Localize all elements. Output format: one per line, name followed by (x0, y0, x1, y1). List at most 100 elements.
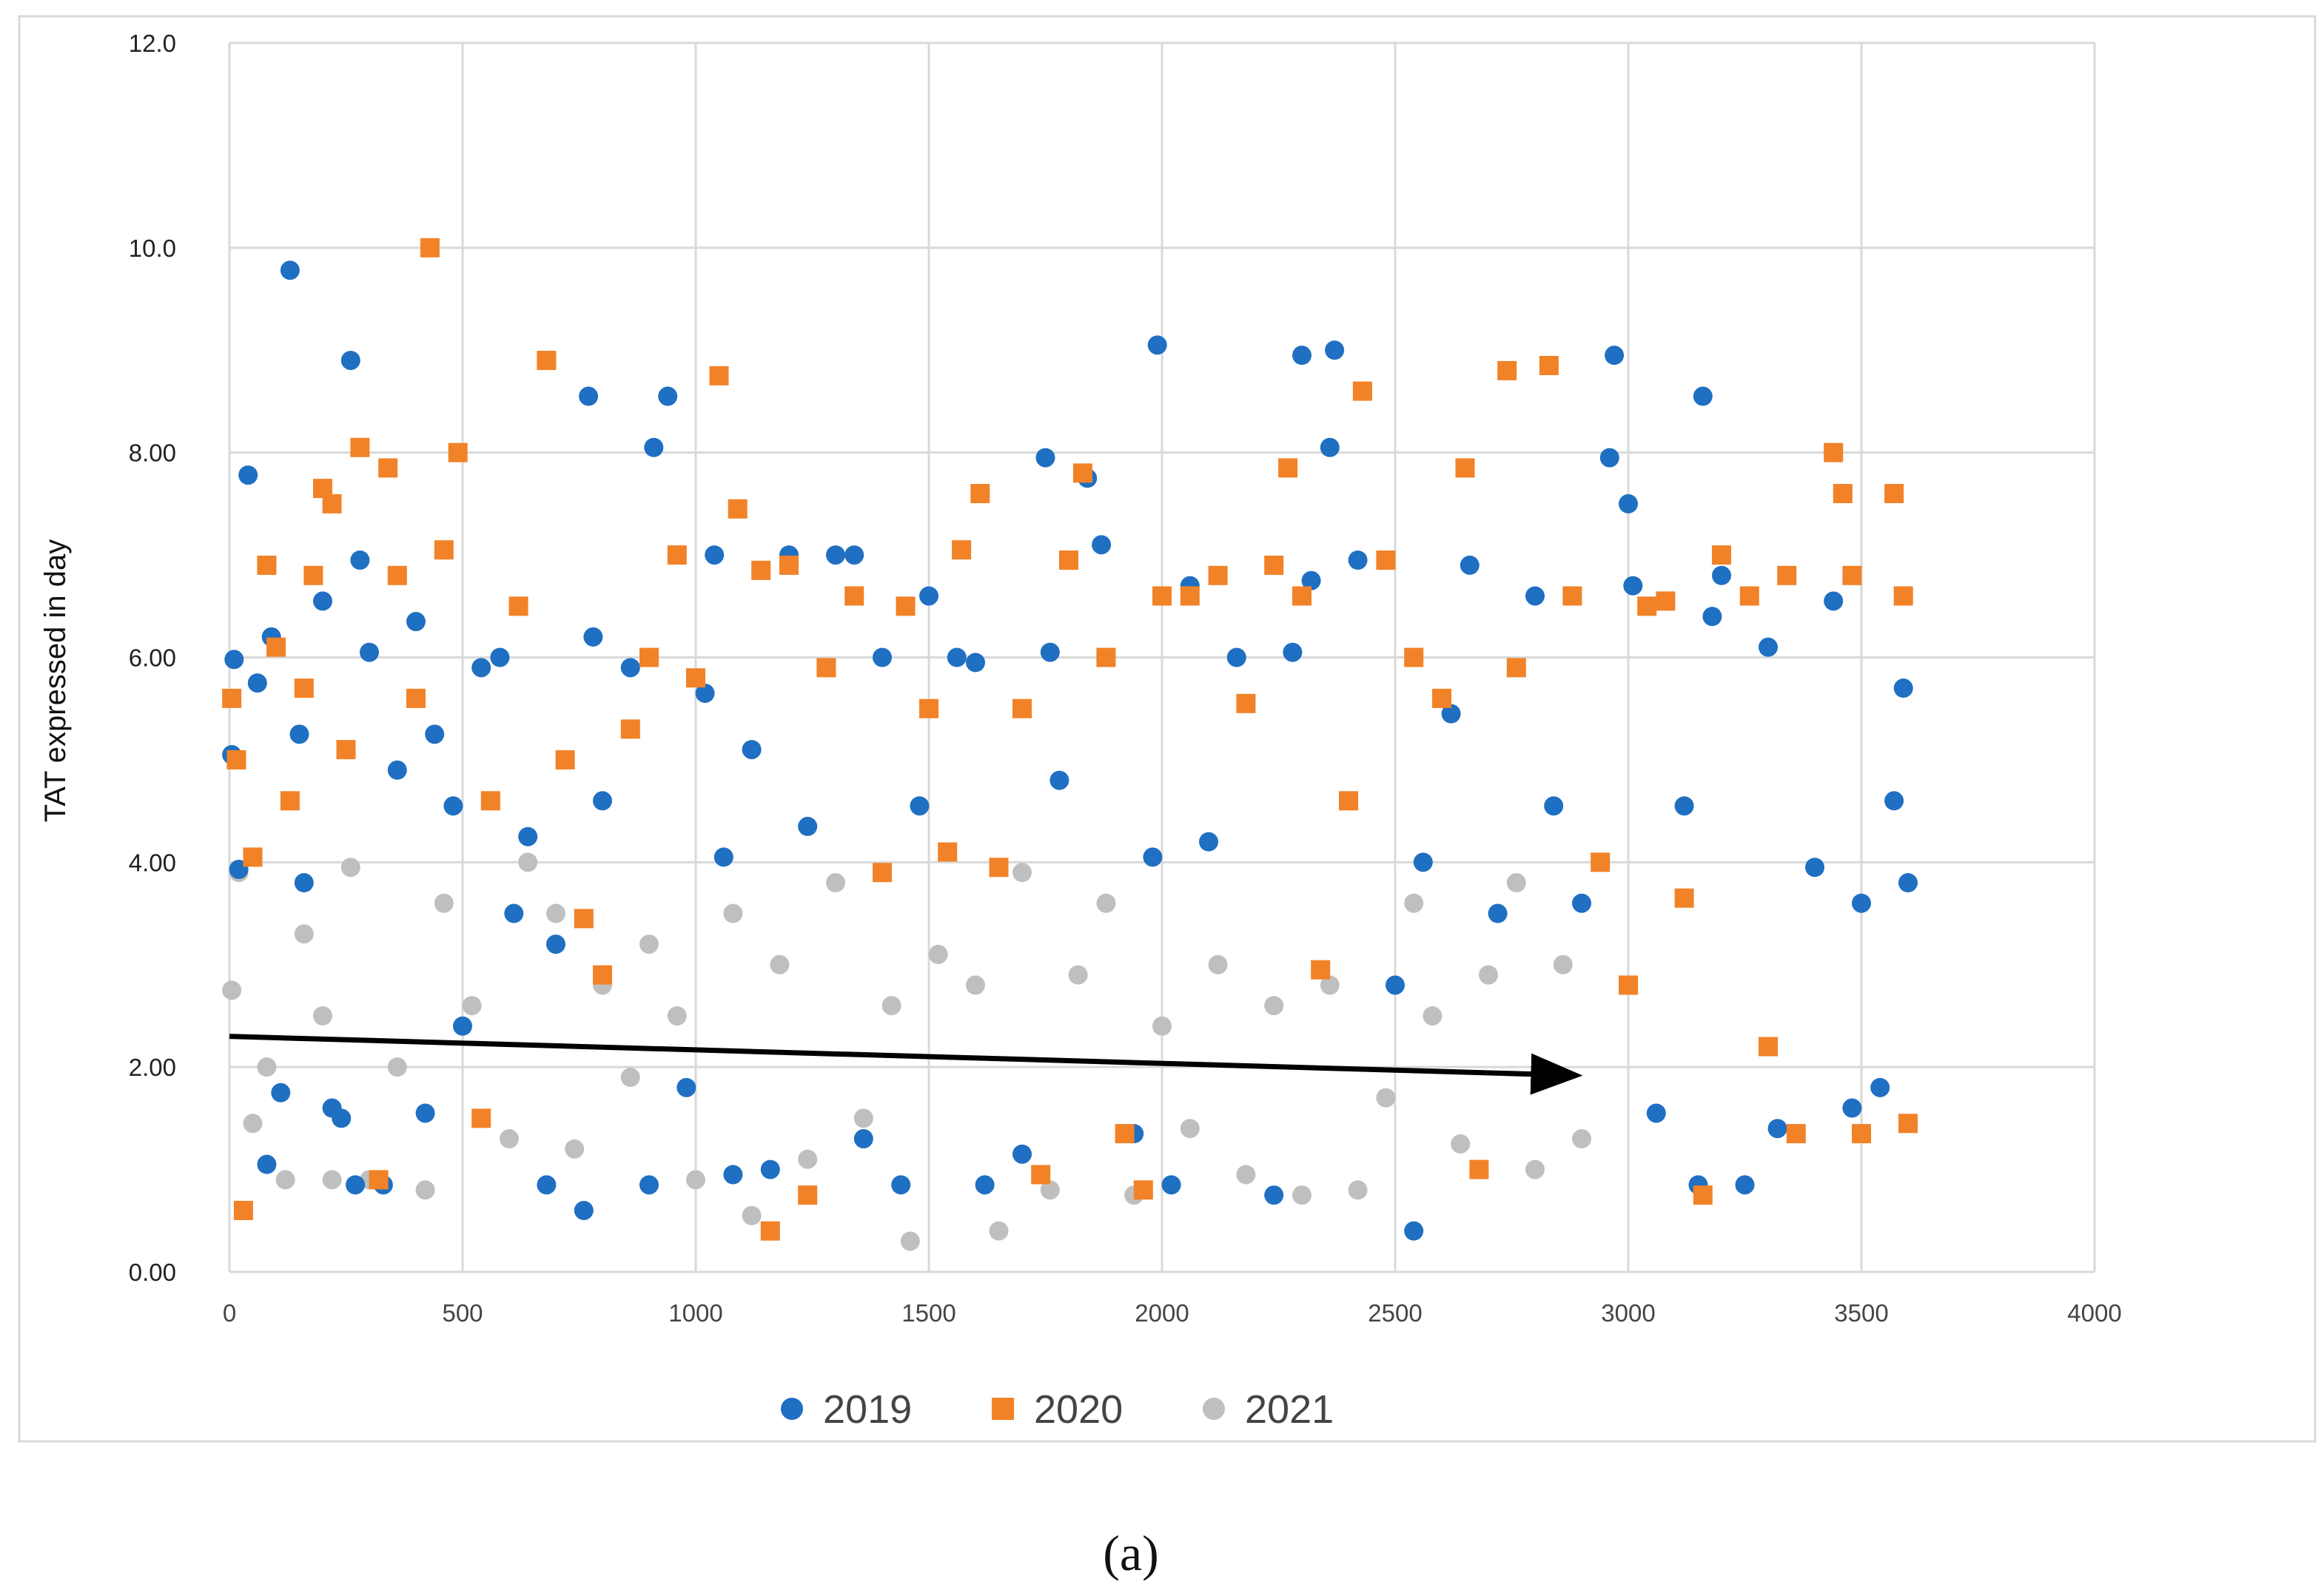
data-point (313, 1006, 332, 1026)
data-point (336, 740, 356, 760)
data-point (1068, 965, 1088, 985)
data-point (289, 724, 309, 744)
data-point (816, 658, 836, 678)
data-point (471, 1108, 491, 1128)
data-point (798, 1185, 818, 1205)
data-point (1423, 1006, 1443, 1026)
data-point (1236, 693, 1256, 713)
data-point (360, 642, 379, 662)
data-point (322, 494, 342, 514)
data-point (243, 847, 263, 867)
data-point (686, 668, 705, 688)
data-point (1404, 1221, 1424, 1241)
data-point (340, 858, 360, 878)
data-point (1348, 1180, 1368, 1200)
data-point (574, 909, 594, 929)
data-point (844, 545, 864, 565)
data-point (1292, 346, 1312, 366)
data-point (723, 1165, 743, 1185)
legend-swatch (992, 1398, 1014, 1420)
data-point (1824, 591, 1844, 611)
data-point (1833, 484, 1853, 504)
data-point (798, 816, 818, 836)
y-tick-label: 12.0 (129, 30, 176, 57)
data-point (1712, 565, 1731, 585)
data-point (686, 1170, 705, 1190)
data-point (1143, 847, 1163, 867)
data-point (480, 791, 500, 811)
data-point (1460, 555, 1480, 575)
data-point (938, 842, 958, 862)
data-point (1562, 586, 1582, 606)
data-point (546, 935, 565, 954)
data-point (233, 1200, 253, 1220)
data-point (471, 658, 491, 678)
data-point (1264, 555, 1284, 575)
data-point (844, 586, 864, 606)
data-point (947, 647, 967, 667)
data-point (1525, 586, 1545, 606)
data-point (1413, 852, 1433, 872)
data-point (620, 1068, 640, 1088)
legend-label: 2020 (1034, 1387, 1123, 1432)
data-point (420, 238, 440, 257)
data-point (1096, 893, 1116, 913)
data-point (1386, 975, 1405, 995)
x-tick-label: 3000 (1601, 1299, 1655, 1327)
legend-label: 2021 (1245, 1387, 1334, 1432)
data-point (1012, 698, 1032, 718)
data-point (1199, 832, 1218, 852)
data-point (1236, 1165, 1256, 1185)
trend-annotation (229, 1034, 1583, 1095)
data-point (1376, 1088, 1396, 1108)
data-point (1320, 975, 1340, 995)
legend-item-2019: 2019 (781, 1387, 912, 1432)
data-point (1404, 647, 1424, 667)
data-point (1693, 1185, 1713, 1205)
data-point (970, 484, 990, 504)
data-point (896, 596, 916, 616)
data-point (1553, 954, 1573, 974)
legend-item-2021: 2021 (1203, 1387, 1334, 1432)
data-point (1283, 642, 1303, 662)
data-point (425, 724, 445, 744)
data-point (537, 351, 557, 371)
data-point (369, 1170, 389, 1190)
data-point (1739, 586, 1759, 606)
data-point (1805, 858, 1824, 878)
data-point (303, 565, 323, 585)
legend: 2019 2020 2021 (781, 1387, 1334, 1432)
data-point (238, 465, 258, 485)
data-point (537, 1175, 557, 1195)
data-point (770, 954, 790, 974)
figure-caption: (a) (1103, 1525, 1158, 1581)
data-point (989, 1221, 1009, 1241)
data-point (555, 750, 575, 770)
data-point (1161, 1175, 1181, 1195)
data-point (667, 1006, 687, 1026)
data-point (826, 545, 845, 565)
data-point (1619, 975, 1638, 995)
data-point (579, 386, 599, 406)
data-point (266, 637, 286, 657)
data-point (1870, 1077, 1890, 1097)
data-point (406, 612, 426, 632)
data-point (1031, 1165, 1051, 1185)
data-point (1591, 852, 1611, 872)
data-point (853, 1108, 873, 1128)
data-point (910, 796, 930, 816)
y-axis-label: TAT expressed in day (39, 539, 72, 822)
data-point (1759, 1037, 1778, 1057)
data-point (1712, 545, 1731, 565)
data-point (1599, 448, 1619, 468)
data-point (1539, 356, 1559, 376)
data-point (275, 1170, 295, 1190)
data-point (1506, 873, 1526, 893)
data-point (1455, 458, 1475, 478)
data-point (1152, 586, 1172, 606)
data-point (1059, 550, 1078, 570)
x-tick-label: 2000 (1135, 1299, 1189, 1327)
data-point (1264, 996, 1284, 1016)
data-point (247, 673, 267, 693)
